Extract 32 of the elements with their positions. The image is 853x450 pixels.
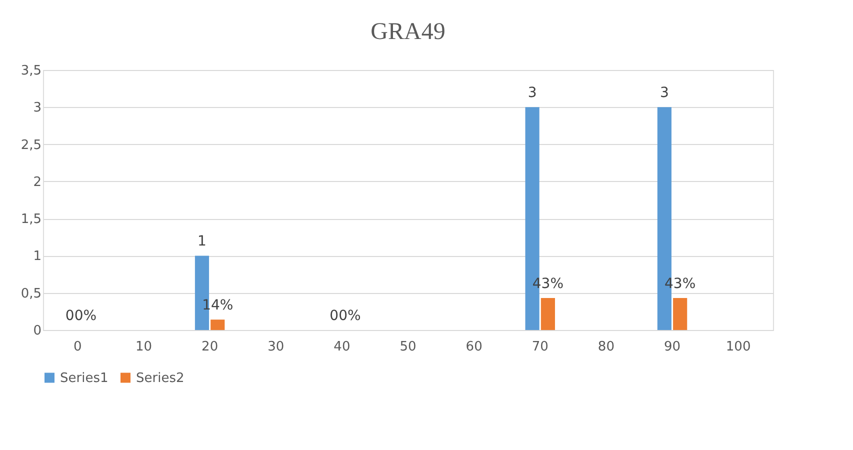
data-label: 0% (74, 308, 97, 324)
bar (210, 320, 225, 330)
x-tick-label: 40 (334, 340, 350, 354)
x-tick-label: 0 (74, 340, 82, 354)
data-label: 0 (330, 308, 339, 324)
x-tick-label: 100 (726, 340, 751, 354)
data-label: 0% (338, 308, 361, 324)
x-tick-label: 80 (598, 340, 614, 354)
data-label: 0 (65, 308, 74, 324)
legend-label: Series1 (60, 370, 108, 386)
y-tick-label: 3 (33, 100, 42, 116)
x-tick-label: 10 (135, 340, 152, 354)
data-label: 1 (198, 234, 206, 250)
x-tick-label: 70 (532, 340, 548, 354)
x-tick-label: 20 (202, 340, 218, 354)
y-tick-label: 0,5 (20, 286, 42, 302)
data-label: 3 (528, 85, 537, 102)
y-tick-label: 1,5 (20, 212, 42, 228)
legend-label: Series2 (136, 370, 184, 386)
bar (673, 298, 688, 330)
data-label: 3 (660, 85, 669, 102)
x-tick-label: 90 (664, 340, 681, 354)
chart-title: GRA49 (370, 19, 446, 45)
y-tick-label: 0 (33, 324, 42, 338)
y-tick-label: 2 (33, 174, 42, 190)
x-tick-label: 50 (400, 340, 416, 354)
y-tick-label: 1 (33, 249, 42, 264)
y-tick-label: 3,5 (20, 64, 42, 78)
bar (540, 298, 555, 330)
x-tick-label: 60 (466, 340, 482, 354)
y-tick-label: 2,5 (20, 138, 42, 153)
x-tick-label: 30 (268, 340, 284, 354)
